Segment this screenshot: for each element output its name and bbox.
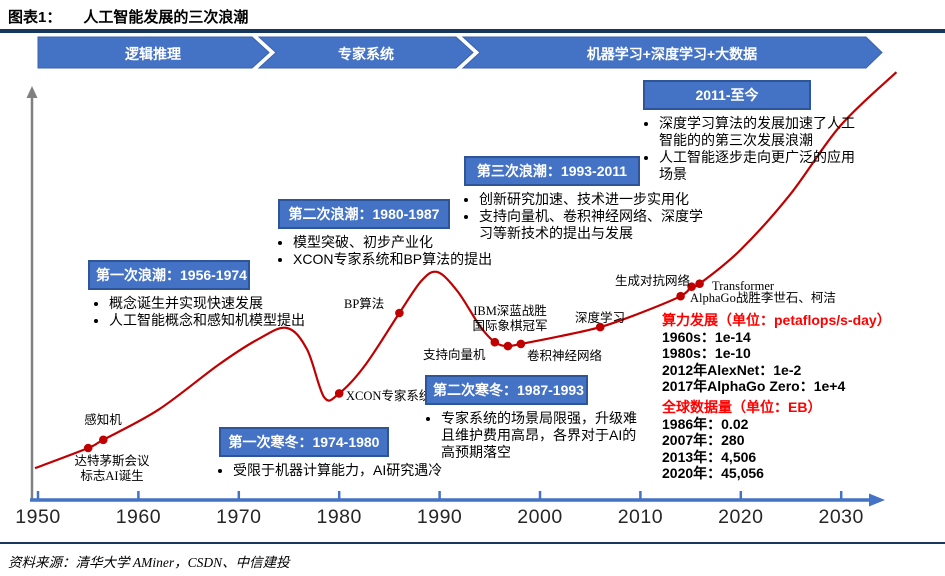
stats-line: 2007年：280	[662, 432, 745, 448]
callout-wave-1-title: 第一次浪潮：1956-1974	[88, 260, 250, 290]
x-axis-tick-label: 1970	[216, 506, 262, 528]
event-label-bp: BP算法	[344, 297, 385, 311]
top-rule	[0, 29, 945, 33]
stats-line: 1960s：1e-14	[662, 328, 751, 345]
event-label-perceptron: 感知机	[84, 413, 122, 427]
stats-line: 2012年AlexNet：1e-2	[662, 361, 802, 378]
x-axis-tick-label: 1980	[316, 506, 362, 528]
x-axis-tick-label: 2020	[718, 506, 764, 528]
figure-title-text: 人工智能发展的三次浪潮	[83, 9, 249, 26]
event-label-gan: 生成对抗网络	[615, 274, 691, 288]
callout-bullet: 概念诞生并实现快速发展	[109, 295, 338, 312]
stats-global-data-header: 全球数据量（单位：EB）	[662, 399, 822, 415]
milestone-dot	[83, 443, 93, 453]
stats-global-data: 全球数据量（单位：EB） 1986年：0.02 2007年：280 2013年：…	[662, 399, 821, 482]
event-label-svm: 支持向量机	[423, 348, 486, 362]
figure-label: 图表1：	[8, 9, 62, 26]
stats-compute-header: 算力发展（单位：petaflops/s-day）	[662, 312, 891, 328]
stats-compute: 算力发展（单位：petaflops/s-day） 1960s：1e-14 198…	[662, 312, 891, 395]
callout-bullet: 创新研究加速、技术进一步实用化	[479, 191, 710, 208]
event-label-cnn: 卷积神经网络	[527, 349, 603, 363]
callout-winter-1-title: 第一次寒冬：1974-1980	[219, 427, 389, 457]
milestone-dot	[395, 308, 404, 318]
milestone-dot	[490, 337, 500, 347]
milestone-dot	[334, 389, 344, 398]
x-axis-tick-label: 2010	[617, 506, 664, 528]
x-axis-tick-label: 2030	[818, 506, 864, 528]
x-axis-tick-label: 1990	[416, 506, 463, 528]
event-label-deep-blue: IBM深蓝战胜 国际象棋冠军	[472, 304, 548, 333]
callout-bullet: 深度学习算法的发展加速了人工智能的的第三次发展浪潮	[659, 115, 868, 149]
callout-bullet: XCON专家系统和BP算法的提出	[293, 251, 532, 268]
milestone-dot	[676, 291, 685, 301]
x-axis-tick-label: 1950	[15, 506, 61, 528]
callout-wave-3: 第三次浪潮：1993-2011 创新研究加速、技术进一步实用化 支持向量机、卷积…	[458, 156, 710, 242]
milestone-dot	[695, 279, 704, 289]
x-axis-arrowhead-icon	[869, 493, 885, 507]
callout-bullet: 人工智能概念和感知机模型提出	[109, 312, 338, 329]
figure-title: 图表1： 人工智能发展的三次浪潮	[8, 6, 248, 27]
event-label-alphago: AlphaGo战胜李世石、柯洁	[690, 291, 836, 305]
event-label-deep-learning: 深度学习	[575, 311, 626, 325]
callout-era-2011-now: 2011-至今 深度学习算法的发展加速了人工智能的的第三次发展浪潮 人工智能逐步…	[638, 80, 868, 183]
milestone-dot	[99, 435, 108, 445]
callout-bullet: 受限于机器计算能力，AI研究遇冷	[233, 462, 462, 479]
stats-line: 2020年：45,056	[662, 465, 764, 481]
callout-bullet: 模型突破、初步产业化	[293, 234, 532, 251]
stats-line: 1980s：1e-10	[662, 345, 751, 361]
banner-segment-ml-dl-bigdata: 机器学习+深度学习+大数据	[586, 46, 758, 62]
bottom-rule	[0, 542, 945, 544]
event-label-transformer: Transformer	[712, 279, 775, 293]
stats-line: 2017年AlphaGo Zero：1e+4	[662, 378, 846, 394]
stats-line: 2013年：4,506	[662, 448, 757, 465]
banner-segment-expert-systems: 专家系统	[338, 46, 394, 62]
callout-wave-1: 第一次浪潮：1956-1974 概念诞生并实现快速发展 人工智能概念和感知机模型…	[88, 260, 338, 329]
event-label-dartmouth: 达特茅斯会议 标志AI诞生	[74, 454, 150, 483]
y-axis-arrowhead-icon	[26, 86, 38, 98]
callout-winter-1: 第一次寒冬：1974-1980 受限于机器计算能力，AI研究遇冷	[212, 427, 462, 479]
callout-bullet: 人工智能逐步走向更广泛的应用场景	[659, 149, 868, 183]
callout-wave-2-title: 第二次浪潮：1980-1987	[278, 199, 450, 229]
banner-segment-logic-reasoning: 逻辑推理	[125, 46, 181, 62]
milestone-dot	[516, 339, 526, 349]
callout-bullet: 专家系统的场景局限强，升级难且维护费用高昂，各界对于AI的高预期落空	[441, 410, 645, 461]
callout-winter-2: 第二次寒冬：1987-1993 专家系统的场景局限强，升级难且维护费用高昂，各界…	[420, 375, 645, 461]
callout-bullet: 支持向量机、卷积神经网络、深度学习等新技术的提出与发展	[479, 208, 710, 242]
event-label-xcon: XCON专家系统	[346, 389, 432, 403]
stats-line: 1986年：0.02	[662, 415, 749, 432]
callout-winter-2-title: 第二次寒冬：1987-1993	[425, 375, 588, 405]
x-axis-tick-label: 1960	[115, 506, 162, 528]
milestone-dot	[503, 341, 513, 351]
x-axis-tick-label: 2000	[517, 506, 563, 528]
callout-era-2011-now-title: 2011-至今	[643, 80, 811, 110]
callout-wave-3-title: 第三次浪潮：1993-2011	[464, 156, 640, 186]
callout-wave-2: 第二次浪潮：1980-1987 模型突破、初步产业化 XCON专家系统和BP算法…	[272, 199, 532, 268]
source-note: 资料来源：清华大学 AMiner，CSDN、中信建投	[8, 555, 290, 570]
